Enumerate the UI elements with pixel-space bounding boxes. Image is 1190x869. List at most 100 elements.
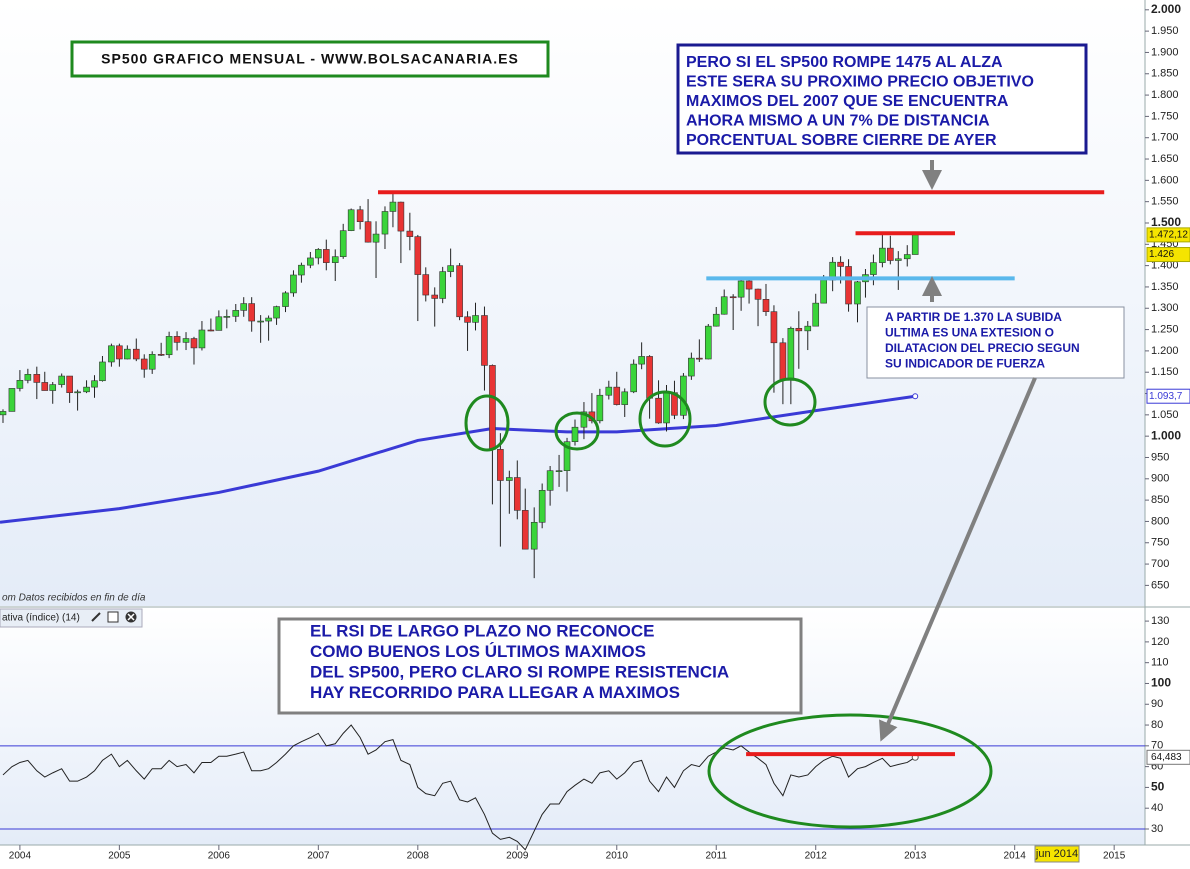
candle-body [116, 345, 123, 360]
y-tick-label: 1.750 [1151, 110, 1179, 122]
candle-body [132, 348, 140, 360]
candle-body [530, 521, 538, 550]
candle-body [422, 274, 430, 296]
candle-body [538, 490, 546, 523]
y-tick-label: 650 [1151, 579, 1169, 591]
arrows [879, 160, 1037, 742]
candle-body [173, 336, 181, 343]
rsi-y-tick-label: 80 [1151, 719, 1163, 731]
candle-body [339, 230, 347, 257]
x-tick-label: 2014 [1004, 851, 1027, 862]
candle-body [688, 357, 695, 377]
candle-body [248, 303, 255, 322]
y-tick-label: 950 [1151, 451, 1169, 463]
candle-body [472, 315, 479, 323]
candle-body [315, 249, 322, 259]
y-tick-label: 1.200 [1151, 345, 1179, 357]
candle-body [431, 294, 439, 299]
candle-body [447, 265, 454, 272]
candle-body [779, 342, 787, 381]
candle-body [745, 280, 753, 290]
ma-end [912, 393, 919, 400]
candle-body [787, 327, 795, 381]
y-tick-label: 1.850 [1151, 68, 1179, 80]
rsi-tag [1146, 749, 1190, 765]
candle-body [74, 391, 81, 394]
y-tick-label: 1.800 [1151, 89, 1179, 101]
candle-body [812, 302, 820, 327]
candle-body [356, 209, 364, 223]
y-tick-label: 700 [1151, 558, 1169, 570]
y-tick-label: 750 [1151, 537, 1169, 549]
candle-body [837, 261, 844, 267]
candle-body [580, 411, 588, 428]
candle-body [33, 374, 41, 383]
candle-body [621, 391, 629, 405]
rsi-y-tick-label: 70 [1151, 740, 1163, 752]
rsi-y-tick-label: 90 [1151, 698, 1163, 710]
candle-body [754, 288, 762, 300]
highlight-ellipses [464, 377, 993, 829]
candle-body [290, 274, 297, 294]
candle-body [720, 296, 728, 315]
candle-body [879, 247, 886, 263]
y-tick-label: 1.650 [1151, 153, 1179, 165]
rsi-y-tick-label: 40 [1151, 802, 1163, 814]
candle-body [546, 470, 554, 491]
candle-body [182, 338, 190, 343]
candle-body [638, 356, 645, 365]
candle-body [605, 386, 613, 396]
x-tick-label: 2013 [904, 851, 927, 862]
candle-body [506, 477, 513, 481]
x-tick-label: 2010 [606, 851, 629, 862]
annotation: PORCENTUAL SOBRE CIERRE DE AYER [686, 132, 997, 149]
candle-body [24, 374, 32, 381]
candle-body [207, 329, 215, 332]
candle-body [729, 296, 737, 299]
x-tick-label: 2011 [705, 851, 727, 862]
y-tick-label: 1.400 [1151, 260, 1179, 272]
y-tick-label: 900 [1151, 473, 1169, 485]
candle-body [8, 388, 16, 412]
y-tick-label: 2.000 [1151, 2, 1181, 16]
title-box [70, 40, 550, 78]
candle-body [854, 281, 861, 305]
candle-body [894, 258, 902, 261]
rsi-title: ativa (índice) (14) [2, 613, 80, 624]
candle-body [555, 470, 563, 472]
candle-body [704, 325, 712, 360]
candle-body [49, 384, 57, 391]
candle-body [870, 262, 877, 275]
candle-body [58, 375, 65, 385]
candle-body [91, 380, 98, 388]
y-tick-label: 1.700 [1151, 132, 1179, 144]
candle-body [464, 316, 471, 323]
settings-icon[interactable] [91, 612, 101, 622]
y-tick-label: 800 [1151, 515, 1169, 527]
window-icon[interactable] [107, 611, 119, 623]
y-tick-label: 1.950 [1151, 25, 1179, 37]
rsi-y-tick-label: 130 [1151, 615, 1169, 627]
y-tick-label: 1.050 [1151, 409, 1179, 421]
annotation-box [676, 43, 1088, 155]
rsi-y-tick-label: 100 [1151, 676, 1171, 690]
x-tick-label: 2006 [208, 851, 231, 862]
candle-body [521, 510, 529, 550]
candle-body [240, 303, 248, 311]
y-tick-label: 1.900 [1151, 46, 1179, 58]
candle-body [663, 392, 670, 424]
cursor-box [1034, 845, 1080, 863]
candle-body [372, 233, 380, 243]
candle-body [148, 354, 156, 370]
candle-body [198, 329, 206, 349]
candle-body [630, 363, 637, 393]
candle-body [232, 310, 240, 317]
plot-layer [0, 190, 1145, 851]
annotation: HAY RECORRIDO PARA LLEGAR A MAXIMOS [310, 683, 680, 702]
candle-body [596, 394, 604, 422]
y-tick-label: 1.150 [1151, 366, 1179, 378]
candle-body [66, 375, 73, 393]
candle-body [364, 221, 372, 243]
candle-body [911, 234, 919, 255]
